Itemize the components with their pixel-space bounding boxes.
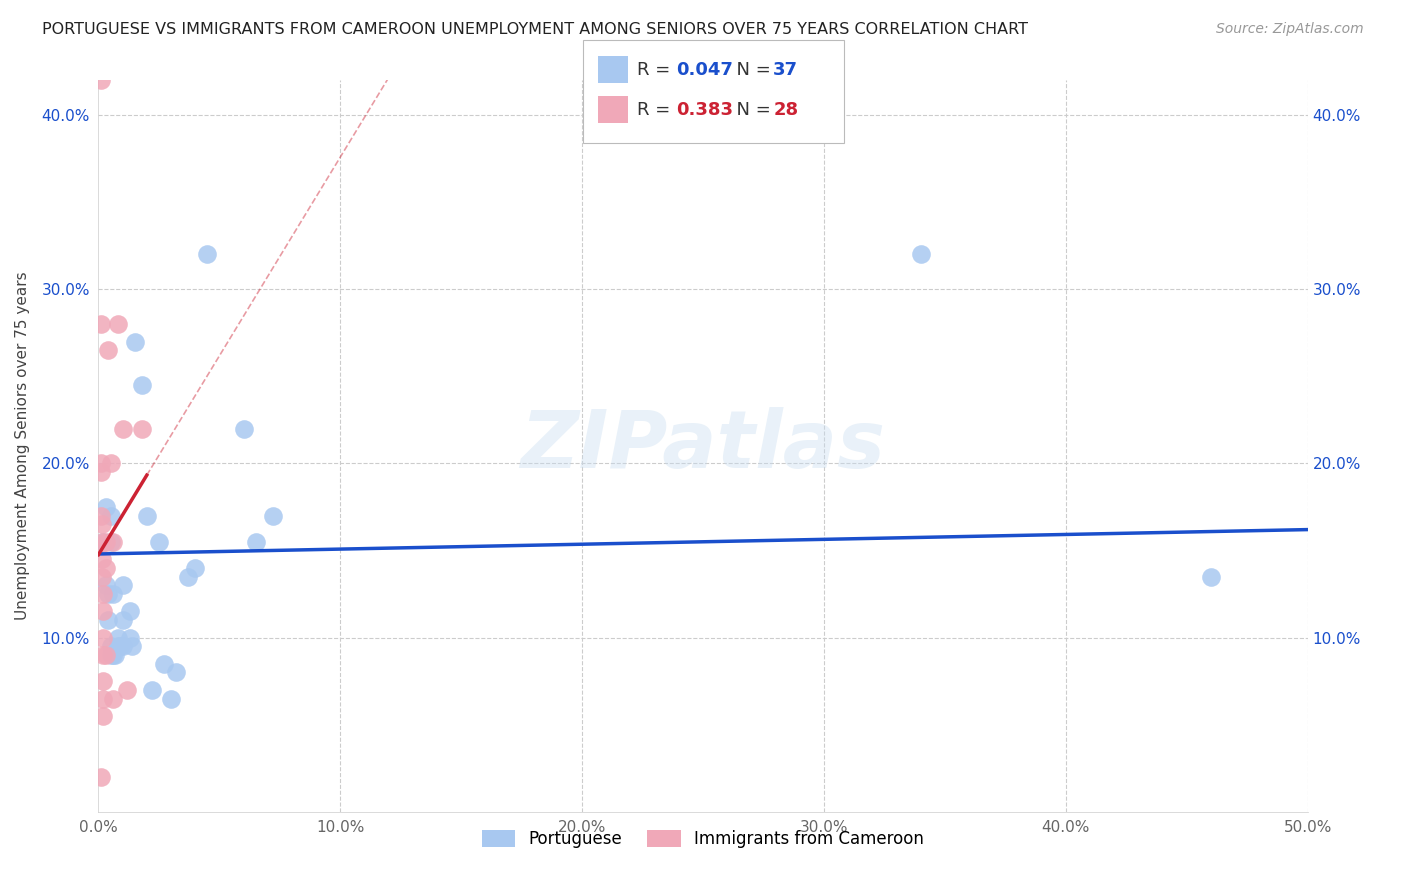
Point [152, 657, 174, 671]
Point [91, 569, 114, 583]
Point [1199, 569, 1222, 583]
Point [131, 378, 153, 392]
Point [165, 665, 187, 680]
Legend: Portuguese, Immigrants from Cameroon: Portuguese, Immigrants from Cameroon [475, 823, 931, 855]
Point [101, 691, 124, 706]
Point [141, 682, 163, 697]
Text: 37: 37 [773, 61, 799, 78]
Point [111, 613, 134, 627]
Point [97, 587, 120, 601]
Point [117, 682, 139, 697]
Point [91, 604, 114, 618]
Point [177, 569, 200, 583]
Text: ZIPatlas: ZIPatlas [520, 407, 886, 485]
Point [107, 640, 129, 654]
Point [107, 631, 129, 645]
Point [91, 709, 114, 723]
Point [90, 457, 112, 471]
Point [118, 631, 141, 645]
Point [121, 640, 143, 654]
Point [97, 343, 120, 358]
Point [91, 691, 114, 706]
Point [262, 508, 284, 523]
Point [100, 457, 122, 471]
Point [94, 578, 117, 592]
Point [148, 534, 170, 549]
Point [100, 534, 122, 549]
Point [90, 508, 112, 523]
Point [91, 552, 114, 566]
Point [135, 508, 157, 523]
Point [91, 631, 114, 645]
Point [104, 648, 127, 662]
Point [107, 317, 129, 331]
Point [90, 317, 112, 331]
Point [101, 534, 124, 549]
Text: R =: R = [637, 61, 676, 78]
Point [160, 691, 183, 706]
Point [111, 421, 134, 435]
Point [97, 613, 120, 627]
Text: N =: N = [725, 61, 778, 78]
Point [111, 640, 134, 654]
Point [131, 421, 153, 435]
Point [124, 334, 146, 349]
Point [94, 561, 117, 575]
Point [94, 648, 117, 662]
Point [91, 534, 114, 549]
Point [94, 500, 117, 514]
Point [111, 578, 134, 592]
Y-axis label: Unemployment Among Seniors over 75 years: Unemployment Among Seniors over 75 years [15, 272, 31, 620]
Point [195, 247, 218, 261]
Point [91, 517, 114, 532]
Point [118, 604, 141, 618]
Point [101, 587, 124, 601]
Point [90, 73, 112, 87]
Text: Source: ZipAtlas.com: Source: ZipAtlas.com [1216, 22, 1364, 37]
Point [91, 648, 114, 662]
Point [101, 648, 124, 662]
Point [910, 247, 932, 261]
Point [184, 561, 207, 575]
Point [108, 640, 131, 654]
Point [245, 534, 267, 549]
Point [90, 770, 112, 784]
Point [90, 465, 112, 479]
Point [91, 587, 114, 601]
Text: PORTUGUESE VS IMMIGRANTS FROM CAMEROON UNEMPLOYMENT AMONG SENIORS OVER 75 YEARS : PORTUGUESE VS IMMIGRANTS FROM CAMEROON U… [42, 22, 1028, 37]
Point [91, 674, 114, 689]
Point [91, 534, 114, 549]
Text: 28: 28 [773, 101, 799, 119]
Text: N =: N = [725, 101, 778, 119]
Point [100, 640, 122, 654]
Text: 0.383: 0.383 [676, 101, 734, 119]
Point [232, 421, 254, 435]
Text: R =: R = [637, 101, 676, 119]
Point [100, 648, 122, 662]
Point [100, 508, 122, 523]
Text: 0.047: 0.047 [676, 61, 733, 78]
Point [94, 534, 117, 549]
